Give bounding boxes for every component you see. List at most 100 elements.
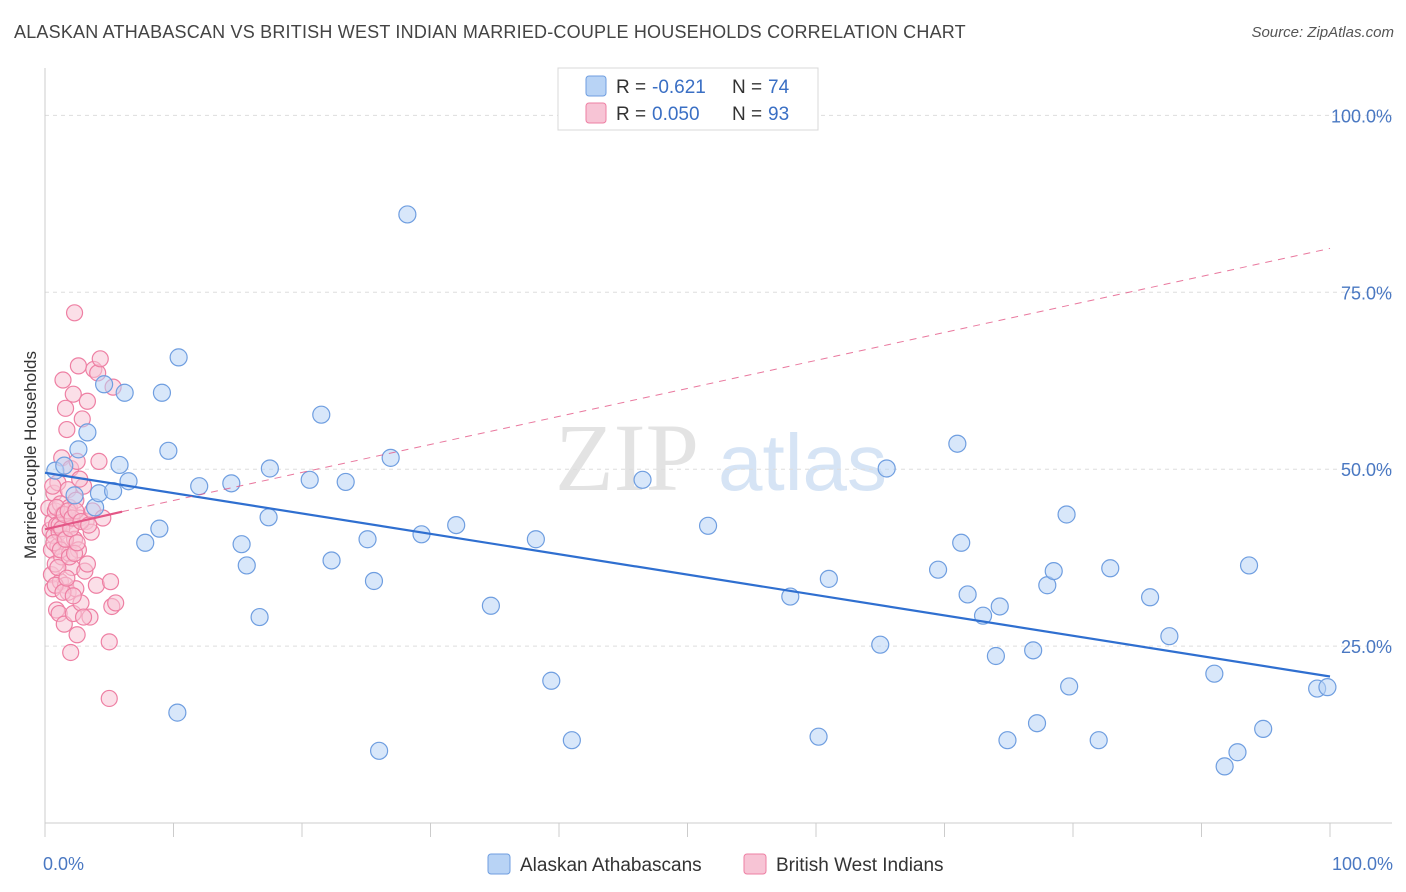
blue-point-9	[115, 383, 134, 402]
pink-trend-line-extended	[121, 247, 1331, 513]
blue-point-67	[1228, 743, 1247, 762]
blue-point-45	[871, 635, 890, 654]
legend-swatch-pink	[585, 102, 607, 124]
pink-point-91	[78, 555, 97, 573]
blue-point-24	[260, 459, 279, 478]
legend-n-label-2: N =	[732, 104, 762, 125]
blue-point-22	[250, 607, 269, 627]
blue-point-31	[370, 741, 389, 760]
pink-point-87	[68, 534, 86, 552]
blue-point-69	[1254, 719, 1273, 738]
blue-point-18	[190, 477, 209, 496]
bottom-legend-label-pink[interactable]: British West Indians	[776, 855, 944, 876]
blue-point-26	[312, 405, 331, 424]
x-tick-label-min: 0.0%	[43, 854, 84, 874]
blue-point-27	[322, 551, 341, 570]
pink-point-44	[69, 357, 88, 375]
pink-point-59	[90, 452, 108, 471]
trend-lines	[44, 247, 1331, 678]
pink-point-42	[68, 626, 86, 644]
pink-point-68	[44, 477, 62, 495]
blue-point-2	[65, 486, 84, 505]
bottom-legend-label-blue[interactable]: Alaskan Athabascans	[520, 855, 702, 876]
legend-r-value-1: -0.621	[652, 77, 706, 98]
x-tick-label-max: 100.0%	[1332, 854, 1393, 874]
blue-point-55	[1024, 641, 1043, 660]
axes	[44, 68, 1392, 837]
blue-point-1	[55, 456, 74, 475]
blue-point-19	[222, 474, 241, 493]
pink-point-32	[62, 643, 80, 662]
pink-point-52	[78, 392, 97, 410]
blue-point-15	[159, 441, 178, 460]
bottom-legend-swatch-pink[interactable]	[743, 853, 767, 875]
legend-swatch-blue	[585, 75, 607, 97]
alaskan-athabascans-points	[46, 205, 1337, 776]
blue-point-71	[1318, 678, 1337, 697]
blue-point-10	[95, 375, 114, 394]
blue-point-23	[259, 508, 278, 527]
watermark-atlas: atlas	[718, 418, 887, 507]
blue-point-30	[364, 571, 384, 591]
pink-point-84	[64, 587, 82, 605]
blue-point-54	[998, 731, 1017, 750]
blue-point-33	[398, 205, 417, 224]
blue-point-49	[952, 533, 971, 552]
pink-trend-line	[44, 510, 123, 531]
blue-point-62	[1101, 559, 1120, 578]
blue-point-20	[232, 535, 251, 554]
blue-point-53	[990, 597, 1009, 616]
blue-point-3	[69, 440, 88, 459]
correlation-legend: R = -0.621 N = 74 R = 0.050 N = 93	[557, 67, 819, 131]
pink-point-38	[65, 304, 84, 322]
blue-point-46	[877, 459, 896, 478]
blue-point-65	[1205, 664, 1224, 683]
blue-point-40	[633, 470, 652, 489]
pink-point-60	[91, 350, 109, 368]
pink-point-62	[100, 633, 118, 651]
y-tick-label-50: 50.0%	[1341, 460, 1392, 480]
blue-point-66	[1215, 757, 1234, 776]
legend-n-value-1: 74	[768, 77, 790, 98]
pink-point-90	[74, 608, 93, 626]
blue-point-43	[809, 727, 828, 746]
y-tick-labels: 25.0% 50.0% 75.0% 100.0%	[1331, 106, 1392, 657]
blue-point-12	[136, 533, 155, 552]
chart-source: Source: ZipAtlas.com	[1251, 24, 1394, 41]
blue-point-63	[1140, 588, 1160, 607]
blue-point-16	[168, 703, 187, 722]
legend-r-label-1: R =	[616, 77, 646, 98]
pink-point-21	[54, 371, 72, 389]
pink-point-63	[101, 573, 120, 591]
pink-point-26	[58, 420, 76, 439]
blue-point-32	[381, 448, 400, 467]
blue-point-56	[1027, 714, 1047, 733]
pink-point-57	[87, 576, 106, 594]
blue-point-59	[1057, 505, 1076, 524]
blue-point-50	[958, 585, 977, 604]
blue-point-68	[1239, 556, 1259, 575]
blue-point-28	[336, 472, 355, 492]
blue-point-58	[1044, 561, 1063, 581]
bottom-legend-swatch-blue[interactable]	[487, 853, 511, 875]
pink-point-66	[107, 594, 125, 612]
blue-point-48	[948, 434, 967, 453]
y-tick-label-25: 25.0%	[1341, 637, 1392, 657]
pink-point-37	[64, 385, 82, 403]
blue-point-38	[542, 671, 561, 690]
blue-point-13	[150, 519, 169, 538]
blue-point-21	[237, 556, 256, 575]
y-tick-label-75: 75.0%	[1341, 283, 1392, 303]
pink-point-25	[56, 399, 75, 417]
series-legend: Alaskan Athabascans British West Indians	[487, 853, 944, 876]
y-tick-label-100: 100.0%	[1331, 106, 1392, 126]
blue-point-17	[169, 348, 188, 367]
blue-point-25	[300, 470, 319, 489]
pink-point-79	[58, 569, 76, 587]
legend-n-label-1: N =	[732, 77, 762, 98]
blue-point-29	[358, 530, 377, 549]
blue-point-36	[481, 596, 500, 615]
blue-point-64	[1160, 627, 1179, 646]
blue-point-41	[698, 516, 718, 535]
